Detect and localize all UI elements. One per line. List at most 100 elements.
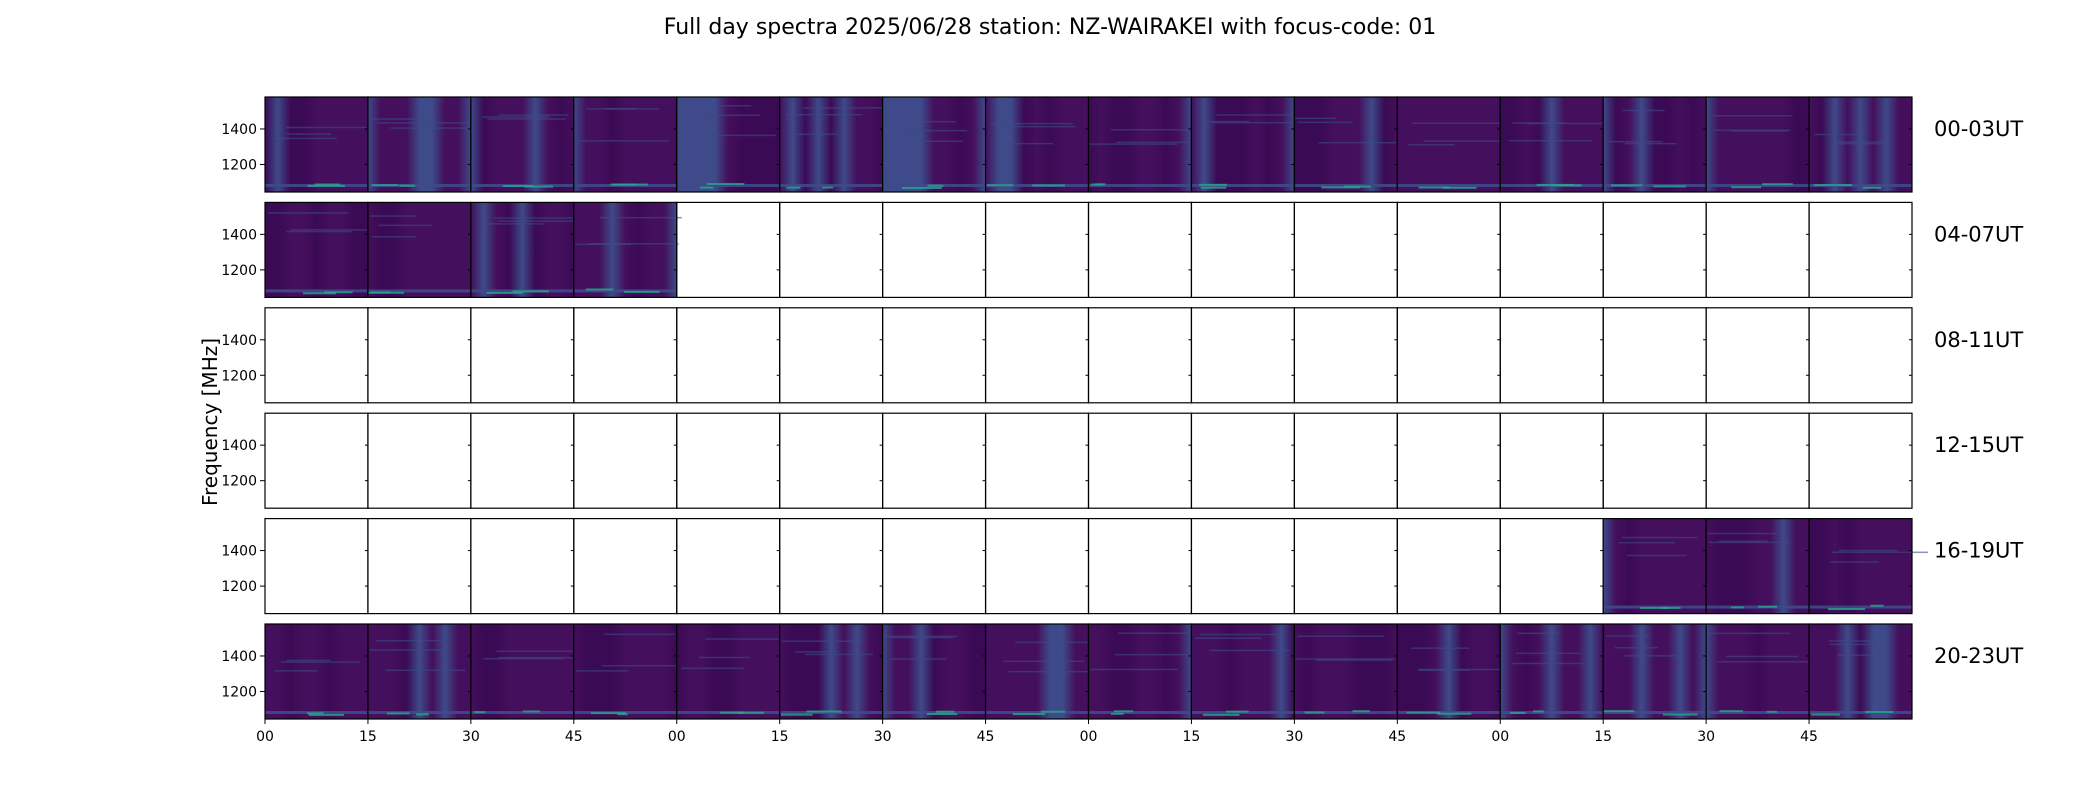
row-label: 04-07UT	[1934, 222, 2023, 246]
bright-spot	[926, 713, 958, 716]
spectrum-fill	[367, 202, 471, 298]
panel-frame	[1499, 201, 1604, 298]
spectrum-fill	[1706, 624, 1810, 719]
bright-spot	[610, 183, 649, 186]
spectrum-panel	[470, 412, 575, 509]
rfi-line	[1838, 549, 1899, 552]
rfi-line	[371, 235, 417, 238]
rfi-line	[485, 223, 545, 225]
bright-spot	[706, 183, 745, 186]
rfi-line	[1718, 540, 1768, 542]
spectrum-panel	[1705, 517, 1810, 615]
low-band	[1706, 184, 1810, 187]
rfi-line	[375, 639, 445, 642]
spectrum-panel	[264, 517, 369, 615]
spectrum-fill	[676, 97, 780, 192]
rfi-line	[803, 107, 888, 109]
panel-frame	[1190, 517, 1295, 615]
spectrum-fill	[1706, 518, 1810, 614]
y-axis-label: Frequency [MHz]	[198, 338, 222, 506]
bright-spot	[1758, 605, 1778, 608]
bright-spot	[780, 713, 813, 716]
spectrum-panel	[367, 307, 472, 404]
spectrum-fill	[882, 97, 986, 192]
row-label: 20-23UT	[1934, 644, 2023, 668]
rfi-line	[884, 635, 958, 638]
low-band	[1088, 711, 1192, 714]
rfi-line	[1315, 659, 1393, 661]
rfi-line	[1614, 646, 1658, 649]
rfi-line	[1731, 130, 1788, 132]
spectrum-panel	[1705, 307, 1810, 404]
panel-frame	[573, 412, 678, 509]
spectrum-panel	[1705, 412, 1810, 509]
rfi-line	[691, 134, 776, 137]
spectrum-panel	[882, 412, 987, 509]
spectrum-panel	[470, 517, 575, 615]
spectrum-panel	[1396, 96, 1526, 193]
rfi-line	[372, 118, 433, 120]
low-band	[1294, 184, 1398, 187]
bright-spot	[987, 184, 1014, 187]
spectrum-panel	[573, 96, 678, 193]
spectrum-panel	[1808, 307, 1913, 404]
bright-spot	[1509, 711, 1526, 714]
spectrum-panel	[1190, 412, 1295, 509]
rfi-line	[990, 122, 1073, 125]
bright-spot	[1653, 185, 1686, 188]
panel-frame	[573, 307, 678, 404]
spectrum-panel	[264, 623, 369, 720]
spectrum-panel	[264, 96, 369, 193]
x-tick-label: 45	[565, 729, 583, 745]
panel-frame	[676, 412, 781, 509]
bright-spot	[1343, 185, 1372, 188]
bright-spot	[822, 186, 834, 189]
spectrum-fill	[470, 624, 574, 719]
spectrum-fill	[1191, 624, 1295, 719]
spectrum-panel	[1293, 96, 1407, 193]
bright-spot	[502, 185, 534, 188]
rfi-line	[1618, 541, 1675, 544]
y-tick-label: 1200	[221, 263, 257, 279]
rfi-line	[286, 230, 352, 233]
rfi-line	[905, 129, 968, 132]
spectrum-panel	[984, 201, 1090, 298]
rfi-line	[1212, 121, 1302, 124]
rfi-line	[604, 633, 675, 636]
rfi-line	[1116, 141, 1200, 144]
spectrum-panel	[1087, 307, 1193, 404]
x-tick-label: 45	[1388, 729, 1406, 745]
panel-frame	[1808, 517, 1913, 615]
spectrum-fill	[1397, 624, 1501, 719]
bright-spot	[1110, 712, 1124, 715]
rfi-line	[1627, 554, 1687, 557]
y-tick-label: 1200	[221, 157, 257, 173]
x-tick-label: 30	[874, 729, 892, 745]
rfi-line	[1829, 643, 1876, 646]
bright-spot	[324, 291, 353, 294]
spectrum-panel	[1087, 623, 1213, 720]
spectrum-panel	[470, 96, 575, 193]
rfi-line	[1195, 637, 1262, 639]
bright-spot	[719, 711, 744, 714]
spectrum-panel	[1499, 517, 1604, 615]
spectrum-panel	[882, 517, 987, 615]
spectrum-fill	[1191, 97, 1295, 192]
panel-frame	[1808, 412, 1913, 509]
bright-spot	[1862, 186, 1882, 189]
rfi-line	[1000, 142, 1054, 145]
panel-frame	[1705, 307, 1810, 404]
panel-frame	[1808, 201, 1913, 298]
bright-spot	[1766, 710, 1777, 713]
bright-spot	[308, 713, 344, 716]
rfi-line	[1089, 143, 1178, 145]
y-tick-label: 1200	[221, 684, 257, 700]
rfi-line	[286, 126, 367, 129]
spectrum-panel	[984, 623, 1114, 720]
y-tick-label: 1400	[221, 649, 257, 665]
rfi-line	[385, 669, 466, 672]
x-tick-label: 00	[1491, 729, 1509, 745]
rfi-line	[699, 656, 751, 659]
bright-spot	[1532, 710, 1544, 713]
low-band	[470, 711, 574, 714]
